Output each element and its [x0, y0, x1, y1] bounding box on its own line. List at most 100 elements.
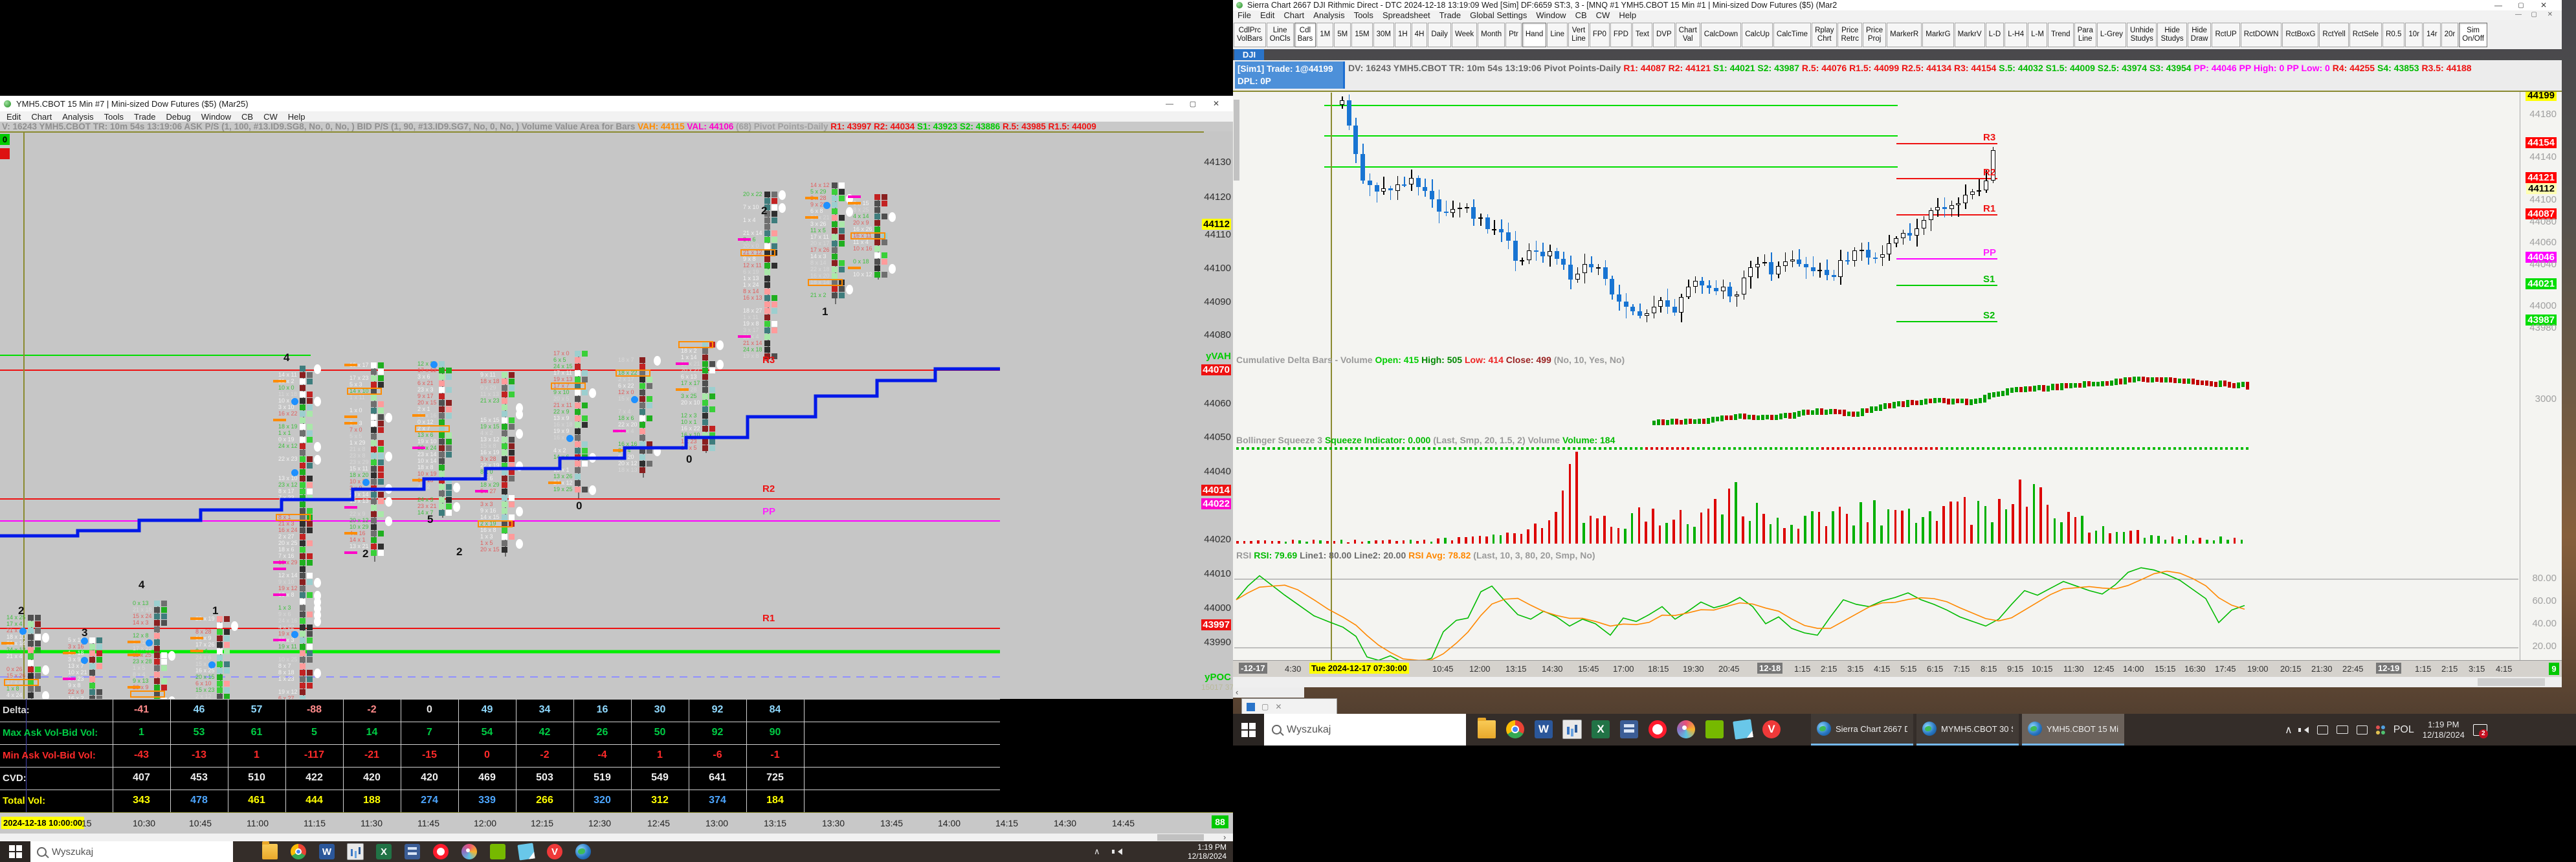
scrollbar-thumb[interactable] [1157, 834, 1204, 841]
price-scale-value[interactable]: 44199 [2526, 92, 2557, 101]
price-scale-value[interactable]: 43990 [1204, 637, 1231, 648]
menu-tools[interactable]: Tools [104, 111, 124, 122]
menu-trade[interactable]: Trade [1439, 10, 1461, 20]
excel-icon[interactable]: X [1592, 720, 1610, 738]
toolbar-button-vert-line[interactable]: Vert Line [1568, 22, 1589, 47]
price-scale-value[interactable]: 44000 [1204, 602, 1231, 613]
toolbar-button-dvp[interactable]: DVP [1653, 22, 1675, 47]
toolbar-button-hand[interactable]: Hand [1522, 22, 1547, 47]
toolbar-button-unhide-studys[interactable]: Unhide Studys [2127, 22, 2157, 47]
chrome-icon[interactable] [291, 844, 306, 859]
taskbar-slot-paint[interactable] [1676, 720, 1696, 739]
menu-edit[interactable]: Edit [1260, 10, 1275, 20]
taskbar-slot-notes[interactable] [517, 843, 535, 861]
taskbar-slot-calc[interactable] [1619, 720, 1639, 739]
toolbar-button-r0.5[interactable]: R0.5 [2382, 22, 2405, 47]
calc-icon[interactable] [1620, 720, 1638, 738]
price-scale-value[interactable]: 44080 [1204, 329, 1231, 340]
price-scale-value[interactable]: 44154 [2526, 137, 2557, 148]
toolbar-button-15m[interactable]: 15M [1351, 22, 1373, 47]
toolbar-button-calctime[interactable]: CalcTime [1773, 22, 1812, 47]
price-scale-value[interactable]: 44040 [2529, 259, 2557, 270]
paint-icon[interactable] [461, 844, 477, 859]
toolbar-button-para-line[interactable]: Para Line [2074, 22, 2096, 47]
opera-icon[interactable] [1649, 720, 1667, 738]
price-scale-value[interactable]: 44060 [2529, 237, 2557, 248]
price-scale-value[interactable]: 44020 [1204, 534, 1231, 545]
toolbar-button-4h[interactable]: 4H [1411, 22, 1428, 47]
price-scale-value[interactable]: 44130 [1204, 157, 1231, 168]
taskbar-slot-chrome[interactable] [1505, 720, 1525, 739]
menu-help[interactable]: Help [287, 111, 305, 122]
price-scale-value[interactable]: 44050 [1204, 432, 1231, 443]
taskbar-slot-opera[interactable] [1648, 720, 1667, 739]
price-scale-value[interactable]: 44100 [1204, 263, 1231, 274]
toolbar-button-line-oncls[interactable]: Line OnCls [1266, 22, 1294, 47]
toolbar-button-markerr[interactable]: MarkerR [1887, 22, 1922, 47]
menu-window[interactable]: Window [201, 111, 232, 122]
price-scale-value[interactable]: 44080 [2529, 216, 2557, 227]
scrollbar-thumb[interactable] [2478, 678, 2545, 686]
nvidia-icon[interactable] [490, 844, 505, 859]
menu-cb[interactable]: CB [241, 111, 254, 122]
price-scale-value[interactable]: 44112 [1202, 219, 1231, 230]
notes-icon[interactable] [1733, 719, 1753, 740]
toolbar-button-line[interactable]: Line [1547, 22, 1568, 47]
viewer-icon[interactable] [347, 843, 364, 860]
vivaldi-icon[interactable]: V [547, 844, 562, 859]
taskbar-slot-opera[interactable] [432, 843, 449, 860]
notes-icon[interactable] [517, 843, 535, 861]
toolbar-button-1m[interactable]: 1M [1316, 22, 1334, 47]
toolbar-button-price-retrc[interactable]: Price Retrc [1838, 22, 1862, 47]
start-button[interactable] [0, 841, 30, 862]
price-scale-value[interactable]: 40.00 [2532, 618, 2557, 629]
toolbar-button-week[interactable]: Week [1451, 22, 1478, 47]
taskbar-slot-folder[interactable] [1477, 718, 1496, 739]
mdi-close-button[interactable]: ✕ [2547, 11, 2553, 18]
globe-icon[interactable] [575, 844, 591, 859]
toolbar-button-calcup[interactable]: CalcUp [1742, 22, 1773, 47]
opera-icon[interactable] [433, 844, 449, 859]
left-time-axis[interactable]: 2024-12-18 10:00:00 15 10:30 10:45 11:00 11:1… [0, 812, 1233, 834]
toolbar-button-cdlprc-volbars[interactable]: CdlPrc VolBars [1234, 22, 1266, 47]
close-button[interactable]: ✕ [1212, 99, 1220, 108]
price-scale-value[interactable]: 43997 [1201, 619, 1231, 630]
price-scale-value[interactable]: 44180 [2529, 109, 2557, 120]
price-scale-value[interactable]: yVAH [1206, 351, 1231, 362]
price-scale-value[interactable]: 44000 [2529, 300, 2557, 311]
toolbar-button-ptr[interactable]: Ptr [1505, 22, 1522, 47]
tab-dji[interactable]: DJI [1234, 49, 1264, 60]
notifications-icon[interactable]: 2 [2472, 724, 2488, 738]
menu-spreadsheet[interactable]: Spreadsheet [1382, 10, 1430, 20]
fragment-close-button[interactable]: ✕ [1275, 702, 1282, 711]
taskbar-slot-vivaldi[interactable]: V [546, 843, 563, 860]
price-scale-value[interactable]: 44010 [1204, 568, 1231, 579]
excel-icon[interactable]: X [376, 844, 392, 859]
taskbar-slot-globe[interactable] [575, 843, 592, 860]
tray-clock[interactable]: 1:19 PM 12/18/2024 [2423, 720, 2465, 740]
word-icon[interactable]: W [1535, 720, 1553, 738]
taskbar-slot-viewer[interactable] [1562, 720, 1582, 739]
toolbar-button-price-proj[interactable]: Price Proj [1862, 22, 1887, 47]
menu-tools[interactable]: Tools [1353, 10, 1373, 20]
price-scale-value[interactable]: 43980 [2529, 322, 2557, 333]
menu-trade[interactable]: Trade [133, 111, 156, 122]
taskbar-slot-folder[interactable] [261, 841, 278, 860]
menu-chart[interactable]: Chart [1283, 10, 1305, 20]
price-scale-value[interactable]: 44021 [2526, 278, 2557, 289]
menu-debug[interactable]: Debug [166, 111, 191, 122]
toolbar-button-text[interactable]: Text [1632, 22, 1652, 47]
toolbar-button-markrv[interactable]: MarkrV [1954, 22, 1985, 47]
display-icon[interactable] [2356, 725, 2368, 735]
onedrive-icon[interactable] [2316, 725, 2328, 735]
toolbar-button-14r[interactable]: 14r [2423, 22, 2441, 47]
app-status-icon[interactable] [2375, 725, 2385, 735]
price-scale-value[interactable]: 44014 [1201, 485, 1231, 496]
price-scale-value[interactable]: yPOC [1205, 672, 1231, 683]
chevron-up-icon[interactable]: ∧ [2285, 724, 2293, 736]
toolbar-button-rctdown[interactable]: RctDOWN [2240, 22, 2282, 47]
menu-global-settings[interactable]: Global Settings [1470, 10, 1527, 20]
mdi-minimize-button[interactable]: — [2515, 11, 2522, 18]
price-scale-value[interactable]: 44040 [1204, 466, 1231, 477]
price-scale-value[interactable]: 44120 [1204, 192, 1231, 203]
